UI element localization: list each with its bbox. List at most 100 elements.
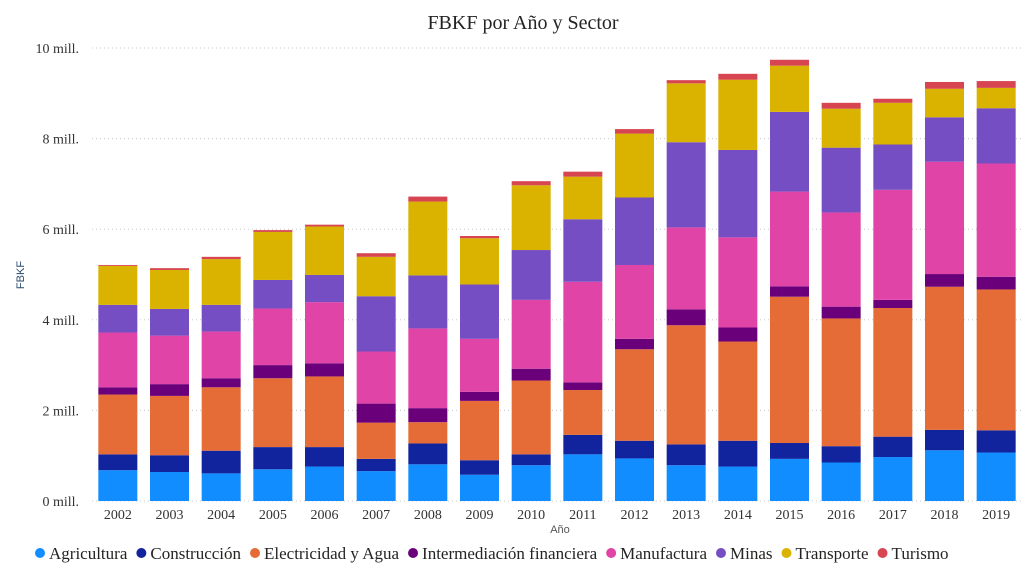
bar-segment <box>770 458 809 501</box>
bar-segment <box>460 338 499 392</box>
bar-segment <box>976 87 1016 109</box>
chart-title: FBKF por Año y Sector <box>427 12 618 34</box>
bar-segment <box>873 144 913 190</box>
legend-label: Transporte <box>795 544 868 563</box>
bar-segment <box>201 331 241 379</box>
bar-segment <box>253 231 293 280</box>
bar-segment <box>925 274 964 287</box>
x-tick-label: 2018 <box>931 508 959 523</box>
bar-segment <box>563 176 603 220</box>
legend-marker <box>408 548 419 558</box>
bar-segment <box>563 390 603 435</box>
bar-segment <box>718 466 758 501</box>
legend-label: Intermediación financiera <box>422 544 598 563</box>
bar-segment <box>150 268 189 270</box>
bar-segment <box>976 452 1016 501</box>
bar-segment <box>615 129 654 134</box>
bar-segment <box>615 133 654 198</box>
x-tick-label: 2010 <box>517 508 545 523</box>
x-tick-label: 2002 <box>104 508 132 523</box>
bar-segment <box>460 238 499 285</box>
bar-segment <box>460 474 499 501</box>
bar-segment <box>253 447 293 470</box>
bar-segment <box>253 365 293 379</box>
bar-segment <box>925 450 964 501</box>
bar-segment <box>201 473 241 501</box>
bar-segment <box>615 264 654 339</box>
bar-segment <box>408 201 448 276</box>
bar-segment <box>770 191 809 287</box>
bar-segment <box>98 265 138 305</box>
x-tick-label: 2005 <box>259 508 287 523</box>
bar-segment <box>770 65 809 112</box>
legend-marker <box>136 548 147 558</box>
x-axis-ticks: 2002 2003 2004 2005 2006 2007 2008 2009 2010 2011… <box>104 508 1010 523</box>
bar-segment <box>615 458 654 501</box>
bar-segment <box>925 429 964 451</box>
x-tick-label: 2004 <box>207 508 235 523</box>
legend-label: Turismo <box>892 544 949 563</box>
bar-segment <box>511 465 551 501</box>
bar-segment <box>615 338 654 350</box>
legend: Agricultura Construcción Electricidad y Ag… <box>35 544 949 563</box>
bar-segment <box>821 212 861 307</box>
bar-segment <box>98 454 138 471</box>
bar-segment <box>511 368 551 381</box>
bar-segment <box>150 472 189 501</box>
bar-segment <box>718 79 758 150</box>
bar-segment <box>563 281 603 383</box>
bar-segment <box>770 286 809 297</box>
bar-segment <box>873 98 913 103</box>
bar-segment <box>305 363 344 377</box>
bar-segment <box>718 327 758 342</box>
legend-marker <box>715 548 726 558</box>
bar-segment <box>925 81 964 89</box>
x-axis-label: Año <box>550 524 570 536</box>
bar-segment <box>356 351 396 404</box>
bar-segment <box>718 149 758 238</box>
bar-segment <box>563 219 603 282</box>
bar-segment <box>150 384 189 396</box>
x-tick-label: 2003 <box>156 508 184 523</box>
bar-segment <box>821 462 861 501</box>
bar-segment <box>201 256 241 260</box>
bar-segment <box>511 454 551 466</box>
legend-marker <box>606 548 617 558</box>
bar-segment <box>821 318 861 447</box>
bar-segment <box>150 455 189 473</box>
bar-segment <box>253 230 293 232</box>
bar-segment <box>770 443 809 459</box>
bar-segment <box>408 443 448 465</box>
bar-segment <box>976 163 1016 277</box>
x-tick-label: 2007 <box>362 508 390 523</box>
y-axis-ticks: 0 mill. 2 mill. 4 mill. 6 mill. 8 mill. 10 mi… <box>35 42 79 510</box>
bar-segment <box>770 296 809 444</box>
bar-segment <box>253 308 293 366</box>
bar-segment <box>356 458 396 472</box>
bar-segment <box>770 111 809 192</box>
bar-segment <box>150 269 189 309</box>
bar-segment <box>718 440 758 467</box>
x-tick-label: 2013 <box>672 508 700 523</box>
bar-segment <box>408 196 448 202</box>
bar-segment <box>873 299 913 309</box>
y-tick-label: 10 mill. <box>35 42 79 57</box>
bar-segment <box>150 335 189 385</box>
bar-segment <box>356 253 396 257</box>
legend-marker <box>250 548 261 558</box>
legend-label: Construcción <box>150 544 241 563</box>
x-tick-label: 2019 <box>982 508 1010 523</box>
bar-segment <box>873 102 913 145</box>
bar-segment <box>408 464 448 501</box>
bar-segment <box>408 422 448 444</box>
bar-segment <box>976 430 1016 453</box>
bar-segment <box>150 308 189 336</box>
x-tick-label: 2017 <box>879 508 907 523</box>
bar-segment <box>615 197 654 265</box>
bar-segment <box>770 59 809 66</box>
bar-segment <box>718 73 758 80</box>
bar-segment <box>563 454 603 501</box>
bar-segment <box>356 403 396 423</box>
bar-segment <box>925 286 964 430</box>
bar-segment <box>201 450 241 474</box>
